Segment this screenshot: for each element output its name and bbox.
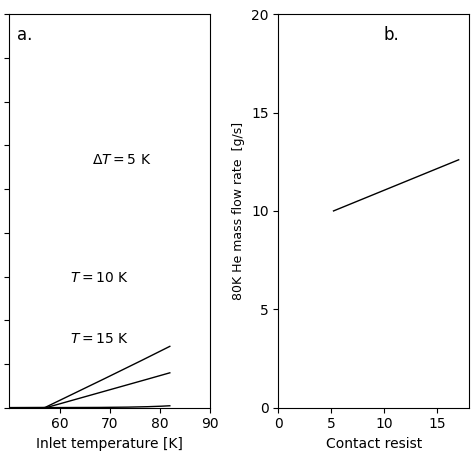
Text: $T = 15\ \mathrm{K}$: $T = 15\ \mathrm{K}$	[70, 332, 128, 346]
X-axis label: Inlet temperature [K]: Inlet temperature [K]	[36, 437, 183, 451]
X-axis label: Contact resist: Contact resist	[326, 437, 422, 451]
Text: a.: a.	[18, 26, 33, 44]
Text: b.: b.	[383, 26, 399, 44]
Text: $T = 10\ \mathrm{K}$: $T = 10\ \mathrm{K}$	[70, 271, 128, 285]
Y-axis label: 80K He mass flow rate  [g/s]: 80K He mass flow rate [g/s]	[232, 122, 246, 300]
Text: $\Delta T = 5\ \mathrm{K}$: $\Delta T = 5\ \mathrm{K}$	[92, 153, 152, 167]
